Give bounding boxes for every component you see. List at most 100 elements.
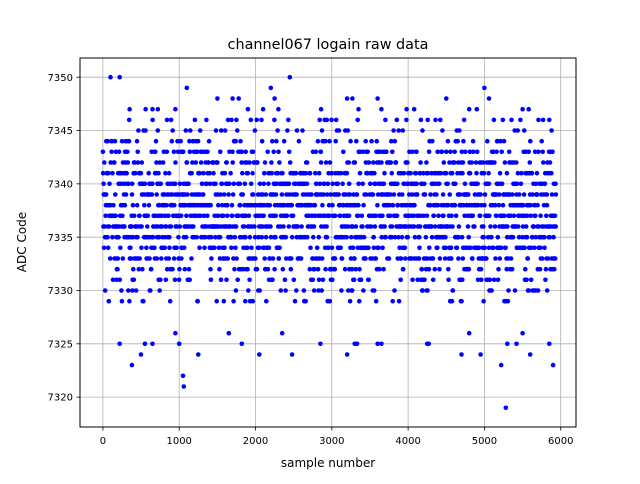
data-point [552,256,558,261]
data-point [454,245,460,251]
data-point [346,181,352,187]
data-point [112,160,117,165]
outlier-point [155,106,161,112]
data-point [467,149,473,155]
data-point [514,160,519,165]
data-point [495,234,501,240]
data-point [176,234,181,240]
data-point [275,170,281,176]
data-point [519,170,524,176]
data-point [276,256,282,261]
outlier-point [289,352,295,357]
data-point [228,234,234,240]
data-point [222,128,228,133]
data-point [185,192,190,197]
data-point [380,213,385,219]
data-point [172,181,178,187]
data-point [459,298,464,304]
data-point [476,245,482,251]
data-point [481,298,486,304]
data-point [106,298,112,304]
data-point [111,202,116,208]
data-point [237,181,243,187]
data-point [176,277,182,283]
data-point [239,160,244,165]
x-tick-label: 0 [100,436,106,447]
data-point [494,213,499,219]
data-point [349,234,354,240]
data-point [270,277,275,283]
data-point [135,234,140,240]
data-point [102,288,108,293]
data-point [131,277,137,283]
data-point [130,234,136,240]
data-point [327,138,332,144]
data-point [107,181,112,187]
data-point [255,160,260,165]
x-tick-label: 4000 [395,436,420,447]
data-point [446,277,451,283]
data-point [366,160,372,165]
data-point [440,128,445,133]
data-point [100,170,106,176]
data-point [498,245,504,251]
data-point [493,202,498,208]
data-point [418,160,423,165]
data-point [532,245,537,251]
data-point [549,170,554,176]
data-point [531,224,536,229]
data-point [375,192,381,197]
data-point [233,224,239,229]
data-point [540,149,545,155]
outlier-point [520,106,525,112]
data-point [476,202,481,208]
data-point [167,298,173,304]
data-point [311,234,316,240]
data-point [348,138,353,144]
data-point [445,181,451,187]
data-point [340,181,345,187]
data-point [163,277,169,283]
data-point [218,277,224,283]
data-point [390,202,396,208]
data-point [312,266,317,272]
data-point [449,170,455,176]
data-point [112,138,118,144]
data-point [236,213,241,219]
data-point [231,298,236,304]
data-point [349,288,355,293]
data-point [128,256,134,261]
data-point [303,298,309,304]
data-point [365,149,371,155]
data-point [485,138,490,144]
data-point [177,266,182,272]
data-point [342,266,348,272]
data-point [298,256,304,261]
data-point [125,149,130,155]
data-point [232,266,237,272]
data-point [261,181,267,187]
outlier-point [173,330,178,336]
data-point [539,256,545,261]
data-point [129,224,134,229]
data-point [309,192,314,197]
data-point [282,277,288,283]
data-point [520,234,525,240]
data-point [361,202,366,208]
data-point [177,224,183,229]
data-point [338,170,344,176]
data-point [320,277,326,283]
data-point [178,138,183,144]
data-point [208,234,214,240]
data-point [356,181,361,187]
data-point [428,202,433,208]
data-point [487,277,493,283]
data-point [549,192,555,197]
data-point [201,213,207,219]
data-point [248,117,254,123]
data-point [169,192,174,197]
data-point [405,234,411,240]
outlier-point [354,341,360,347]
data-point [529,170,535,176]
data-point [372,224,378,229]
